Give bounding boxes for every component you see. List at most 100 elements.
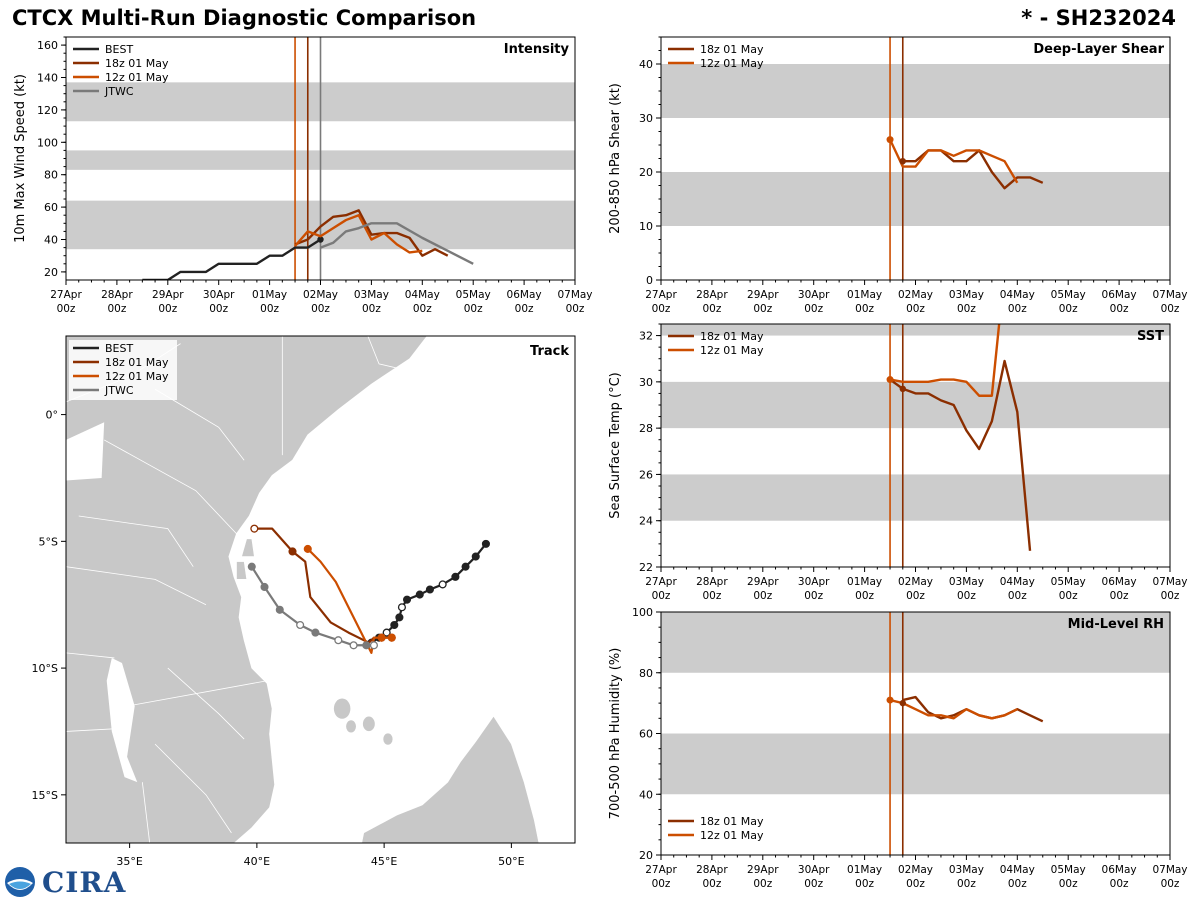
sst-legend-label-run18: 18z 01 May [700, 330, 764, 343]
sst-xtick-date: 02May [898, 576, 933, 588]
intensity-series-jtwc [320, 222, 474, 265]
sst-xtick-date: 07May [1152, 576, 1187, 588]
border-line [103, 439, 237, 535]
sst-xtick-time: 00z [753, 590, 772, 602]
track-frame [65, 335, 576, 844]
rh-xtick-time: 00z [702, 878, 721, 890]
shear-xtick-date: 29Apr [747, 289, 779, 301]
intensity-xtick-date: 30Apr [203, 289, 235, 301]
shear-title: Deep-Layer Shear [1033, 42, 1164, 57]
sst-xtick-time: 00z [1008, 590, 1027, 602]
sst-shaded-band [661, 381, 1170, 429]
track-lon-label: 35°E [116, 855, 142, 868]
shear-xtick-time: 00z [1110, 303, 1129, 315]
track-lon-label: 40°E [244, 855, 270, 868]
zanzibar-island [236, 561, 248, 580]
sst-start-point-run12 [886, 376, 894, 384]
intensity-legend-label-run18: 18z 01 May [105, 57, 169, 70]
intensity-xtick-date: 05May [456, 289, 491, 301]
intensity-xtick-time: 00z [464, 303, 483, 315]
intensity-xtick-date: 28Apr [101, 289, 133, 301]
intensity-xtick-date: 27Apr [50, 289, 82, 301]
track-point-best [397, 603, 406, 612]
intensity-ytick-label: 40 [44, 234, 58, 247]
sst-ytick-label: 22 [639, 561, 653, 574]
rh-shaded-band [661, 733, 1170, 795]
shear-xtick-date: 05May [1051, 289, 1086, 301]
sst-ylabel: Sea Surface Temp (°C) [608, 372, 623, 519]
sst-xtick-date: 04May [1000, 576, 1035, 588]
intensity-title: Intensity [504, 42, 570, 57]
comoros-island [362, 716, 375, 732]
track-point-best [481, 539, 490, 548]
track-point-run18 [288, 547, 297, 556]
sst-shaded-band [661, 474, 1170, 521]
rh-xtick-date: 04May [1000, 864, 1035, 876]
intensity-ylabel: 10m Max Wind Speed (kt) [13, 74, 28, 243]
page-title: CTCX Multi-Run Diagnostic Comparison [12, 6, 477, 30]
border-line [141, 782, 151, 843]
sst-ytick-label: 26 [639, 468, 653, 481]
sst-legend-label-run12: 12z 01 May [700, 344, 764, 357]
track-lon-label: 45°E [371, 855, 397, 868]
sst-title: SST [1137, 329, 1164, 344]
shear-legend-label-run18: 18z 01 May [700, 43, 764, 56]
panel-intensity: 20 40 60 80 100 120 140 160 27Apr 00z 28Apr 00z 29Ap… [13, 36, 593, 315]
intensity-xtick-time: 00z [413, 303, 432, 315]
rh-ytick-label: 40 [639, 788, 653, 801]
border-line [66, 652, 115, 659]
intensity-xtick-time: 00z [515, 303, 534, 315]
intensity-legend-label-best: BEST [105, 43, 133, 56]
rh-xtick-date: 07May [1152, 864, 1187, 876]
intensity-ytick-label: 160 [37, 39, 58, 52]
intensity-series-run12 [294, 213, 423, 254]
intensity-xtick-time: 00z [566, 303, 585, 315]
border-line [127, 680, 268, 707]
panel-shear: 0 10 20 30 40 27Apr 00z 28Apr 00z 29Apr 00z 30Apr 00… [608, 36, 1188, 315]
shear-xtick-time: 00z [1008, 303, 1027, 315]
rh-title: Mid-Level RH [1068, 617, 1164, 632]
storm-id: * - SH232024 [1021, 6, 1176, 30]
lake-malawi [106, 657, 138, 783]
shear-xtick-time: 00z [957, 303, 976, 315]
track-point-best [471, 552, 480, 561]
rh-legend-label-run18: 18z 01 May [700, 815, 764, 828]
track-legend-label-run18: 18z 01 May [105, 356, 169, 369]
track-point-jtwc [334, 636, 343, 645]
intensity-xtick-date: 04May [405, 289, 440, 301]
shear-xtick-time: 00z [1161, 303, 1180, 315]
sst-xtick-time: 00z [1059, 590, 1078, 602]
track-map-area [66, 336, 575, 843]
track-point-best [402, 595, 412, 604]
rh-series-run18 [902, 695, 1044, 723]
panel-track: 35°E 40°E 45°E 50°E 0° 5°S 10°S 15°S Track BEST18… [32, 335, 576, 868]
rh-ytick-label: 80 [639, 667, 653, 680]
track-lon-label: 50°E [498, 855, 524, 868]
rh-ytick-label: 100 [632, 606, 653, 619]
shear-ylabel: 200-850 hPa Shear (kt) [608, 83, 623, 234]
intensity-series-run18 [294, 209, 449, 257]
rh-xtick-date: 01May [847, 864, 882, 876]
track-point-jtwc [349, 641, 358, 650]
sst-plot-area [661, 324, 1170, 567]
shear-xtick-time: 00z [753, 303, 772, 315]
shear-xtick-time: 00z [1059, 303, 1078, 315]
rh-start-point-run18 [899, 699, 906, 707]
track-point-best [415, 590, 424, 599]
shear-xtick-date: 30Apr [798, 289, 830, 301]
shear-xtick-date: 28Apr [696, 289, 728, 301]
track-point-jtwc [362, 641, 371, 650]
rh-xtick-time: 00z [855, 878, 874, 890]
sst-xtick-date: 03May [949, 576, 984, 588]
intensity-xtick-date: 02May [303, 289, 338, 301]
panel-rh: 20 40 60 80 100 27Apr 00z 28Apr 00z 29Apr 00z 30Apr… [608, 606, 1188, 890]
shear-xtick-date: 04May [1000, 289, 1035, 301]
rh-xtick-time: 00z [804, 878, 823, 890]
intensity-xtick-time: 00z [57, 303, 76, 315]
rh-xtick-date: 29Apr [747, 864, 779, 876]
track-point-run12 [377, 633, 386, 642]
track-point-jtwc [369, 641, 378, 650]
track-point-best [390, 620, 399, 630]
sst-xtick-time: 00z [804, 590, 823, 602]
